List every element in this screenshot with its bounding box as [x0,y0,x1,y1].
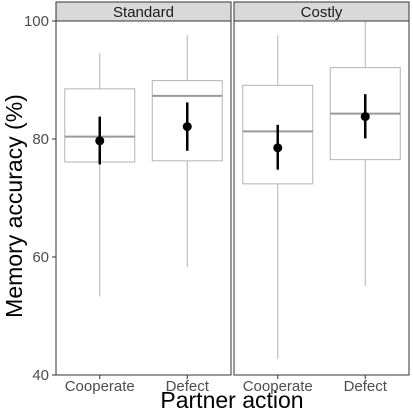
y-tick-label: 100 [24,13,49,30]
mean-point [95,136,105,146]
y-axis-title: Memory accuracy (%) [1,94,27,318]
mean-point [273,143,283,153]
strip-label: Costly [301,4,343,21]
y-tick-label: 80 [32,131,49,148]
panel-standard: Standard Cooperate Defect [55,1,232,395]
x-tick-label: Defect [344,378,388,395]
panel-frame [55,20,232,376]
panel-costly: Costly Cooperate Defect [233,1,410,395]
mean-point [182,122,192,132]
strip-label: Standard [113,4,174,21]
x-axis-title: Partner action [160,387,303,413]
y-tick-label: 60 [32,249,49,266]
mean-point [360,112,370,122]
x-tick-label: Cooperate [65,378,135,395]
x-tick-label: Defect [166,378,210,395]
y-tick-label: 40 [32,367,49,384]
x-tick-label: Cooperate [243,378,313,395]
